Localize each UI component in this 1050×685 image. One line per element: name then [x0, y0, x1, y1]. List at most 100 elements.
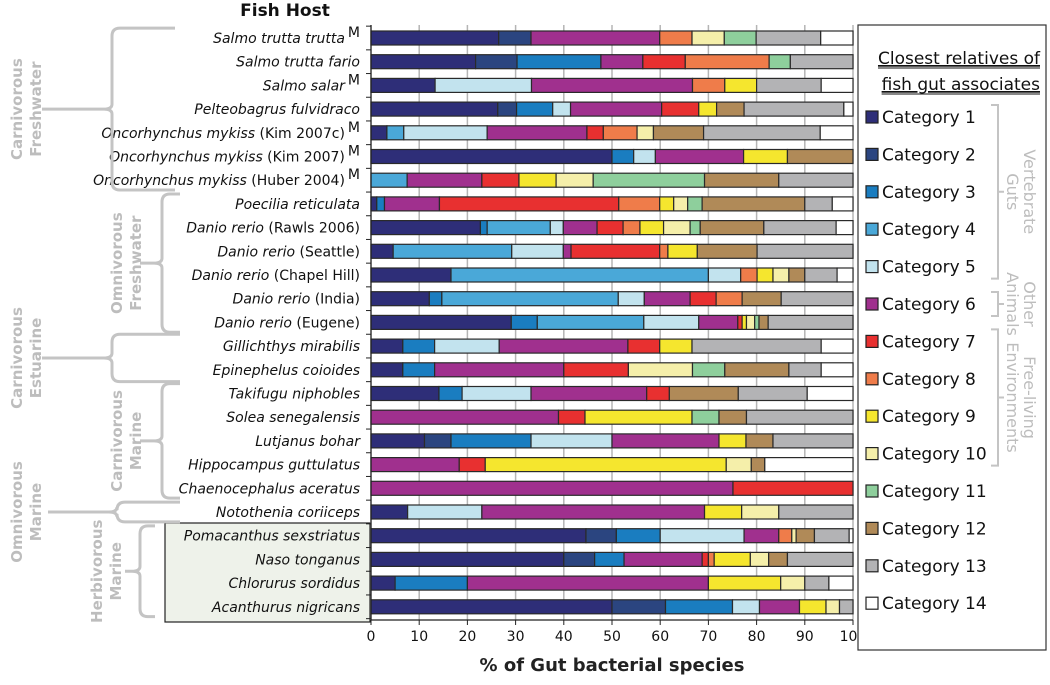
bar-row: [370, 480, 854, 496]
bar-segment-category-10: [772, 267, 790, 283]
bar-segment-category-6: [370, 457, 460, 473]
bar-row: [370, 220, 854, 236]
x-tick-label: 0: [367, 629, 376, 645]
bar-segment-category-1: [370, 314, 512, 330]
bar-segment-category-10: [749, 551, 770, 568]
bar-segment-category-4: [536, 314, 645, 330]
host-group-bracket: [125, 524, 155, 619]
bar-segment-category-8: [691, 77, 726, 94]
bar-segment-category-13: [767, 314, 854, 330]
bar-segment-category-1: [370, 220, 482, 236]
legend-item: Category 13: [865, 557, 987, 577]
bar-segment-category-9: [713, 551, 751, 568]
x-tick-label: 90: [796, 629, 814, 645]
legend-label: Category 11: [882, 482, 987, 502]
x-tick-label: 50: [603, 629, 621, 645]
bar-row: [370, 267, 854, 283]
bar-row: [370, 528, 854, 544]
bar-segment-category-6: [370, 480, 734, 496]
bar-segment-category-1: [370, 551, 565, 568]
bar-segment-category-3: [510, 314, 538, 330]
bar-segment-category-8: [684, 54, 770, 70]
x-tick-label: 80: [748, 629, 766, 645]
bar-row: [370, 125, 854, 141]
bar-segment-category-2: [563, 551, 596, 568]
species-label: Chaenocephalus aceratus: [179, 481, 360, 497]
bar-segment-category-5: [633, 148, 656, 165]
bar-row: [370, 385, 854, 402]
bar-segment-category-11: [691, 409, 720, 425]
legend-item: Category 12: [865, 519, 987, 539]
bar-segment-category-13: [737, 385, 808, 402]
bar-segment-category-3: [376, 196, 386, 212]
bar-segment-category-6: [643, 291, 691, 307]
bar-segment-category-5: [530, 433, 613, 449]
legend-item: Category 2: [865, 145, 976, 165]
bar-segment-category-6: [466, 575, 709, 591]
bar-segment-category-12: [758, 314, 769, 330]
host-group-label: OmnivorousMarine: [8, 461, 45, 563]
bar-segment-category-12: [788, 267, 806, 283]
species-label: Danio rerio (Chapel Hill): [192, 268, 360, 284]
bar-segment-category-2: [423, 433, 452, 449]
bar-segment-category-7: [586, 125, 604, 141]
bar-segment-category-10: [741, 504, 780, 520]
bar-segment-category-1: [370, 433, 426, 449]
bar-row: [370, 77, 854, 94]
bar-segment-category-6: [562, 243, 572, 259]
bar-segment-category-7: [557, 409, 586, 425]
legend-group-bracket: [991, 328, 1004, 467]
bar-segment-category-9: [659, 196, 675, 212]
legend-item: Category 1: [865, 108, 976, 128]
bar-segment-category-11: [691, 362, 726, 378]
bar-segment-category-8: [659, 30, 693, 46]
bar-segment-category-7: [627, 338, 661, 354]
bar-segment-category-1: [370, 528, 587, 544]
species-label: Danio rerio (Seattle): [217, 244, 360, 260]
bar-segment-category-4: [386, 125, 405, 141]
bar-segment-category-8: [622, 220, 641, 236]
bar-segment-category-7: [701, 551, 709, 568]
species-label: Salmo salar M: [263, 72, 360, 94]
bar-segment-category-14: [819, 125, 854, 141]
bar-segment-category-7: [732, 480, 854, 496]
legend-label: Category 5: [882, 258, 976, 278]
x-tick-label: 20: [458, 629, 476, 645]
bar-segment-category-6: [743, 528, 780, 544]
bar-segment-category-6: [370, 409, 560, 425]
legend-swatch: [865, 147, 879, 161]
bar-segment-category-5: [407, 504, 483, 520]
species-label: Naso tonganus: [255, 552, 360, 568]
legend-title: Closest relatives of: [878, 49, 1041, 69]
bar-segment-category-5: [643, 314, 700, 330]
bar-segment-category-14: [848, 528, 854, 544]
bar-segment-category-12: [703, 172, 780, 188]
bar-segment-category-11: [687, 196, 703, 212]
bar-segment-category-4: [450, 267, 709, 283]
bar-segment-category-12: [696, 243, 758, 259]
bar-segment-category-3: [515, 101, 554, 117]
legend-item: Category 5: [865, 258, 976, 278]
legend: Closest relatives of fish gut associates C…: [857, 24, 1047, 651]
bar-segment-category-12: [701, 196, 806, 212]
legend-swatch: [865, 559, 879, 573]
bar-segment-category-3: [402, 338, 436, 354]
bar-segment-category-13: [804, 267, 838, 283]
species-label: Oncorhynchus mykiss (Kim 2007c) M: [101, 120, 360, 142]
species-label: Hippocampus guttulatus: [188, 458, 360, 474]
host-group-bracket: [42, 332, 180, 384]
species-label: Oncorhynchus mykiss (Huber 2004) M: [93, 167, 360, 189]
legend-item: Category 11: [865, 482, 987, 502]
bar-segment-category-3: [611, 148, 635, 165]
bar-segment-category-1: [370, 338, 404, 354]
legend-item: Category 14: [865, 594, 987, 614]
bar-segment-category-10: [691, 30, 725, 46]
host-group-label: CarnivorousEstuarine: [8, 307, 45, 409]
legend-item: Category 6: [865, 295, 976, 315]
bar-segment-category-3: [594, 551, 625, 568]
bar-segment-category-5: [552, 101, 572, 117]
bar-segment-category-13: [789, 54, 854, 70]
bar-segment-category-6: [654, 148, 745, 165]
bar-segment-category-8: [707, 551, 715, 568]
